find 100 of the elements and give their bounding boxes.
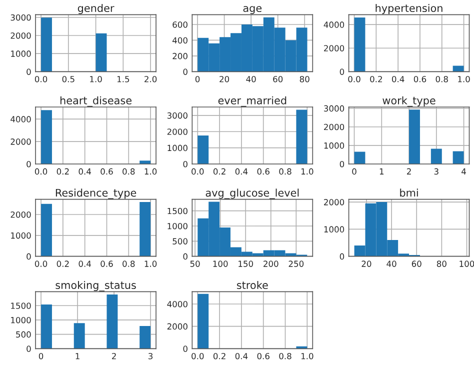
y-tick-label: 0: [183, 253, 188, 260]
x-tick-label: 1.0: [301, 352, 314, 360]
chart-title: bmi: [400, 188, 418, 197]
x-tick-label: 0.8: [122, 260, 135, 267]
x-tick-label: 0.8: [436, 76, 448, 82]
x-tick-label: 0.2: [213, 168, 226, 175]
y-tick-label: 0: [26, 68, 31, 75]
x-tick-label: 0.6: [257, 352, 270, 360]
y-tick-label: 0: [340, 253, 344, 260]
y-tick-label: 2000: [167, 128, 188, 135]
y-tick-label: 1000: [168, 144, 188, 152]
x-tick-label: 60: [412, 260, 422, 267]
x-tick-label: 0.2: [56, 168, 69, 175]
x-tick-label: 1: [76, 353, 80, 360]
chart-title: gender: [78, 4, 114, 14]
x-tick-label: 40: [246, 76, 256, 82]
x-tick-label: 0: [38, 352, 44, 360]
y-tick-label: 0: [340, 68, 344, 75]
x-tick-label: 100: [460, 260, 474, 267]
y-tick-label: 2000: [10, 32, 31, 39]
x-tick-label: 0.0: [34, 260, 48, 267]
x-tick-label: 1.0: [144, 260, 157, 267]
x-tick-label: 0.8: [279, 352, 292, 360]
y-tick-label: 1000: [11, 232, 31, 239]
y-tick-label: 0: [26, 160, 31, 168]
x-tick-label: 1.5: [117, 76, 130, 82]
y-tick-label: 2000: [324, 45, 344, 52]
y-tick-label: 1000: [324, 226, 344, 232]
y-tick-label: 0: [26, 253, 31, 260]
x-tick-label: 0.4: [235, 168, 248, 175]
x-tick-label: 0.6: [414, 76, 426, 82]
y-tick-label: 500: [16, 331, 31, 338]
x-tick-label: 0.6: [257, 168, 270, 175]
x-tick-label: 1: [380, 168, 384, 174]
x-tick-label: 20: [220, 76, 230, 82]
y-tick-label: 400: [172, 37, 188, 44]
x-tick-label: 150: [238, 260, 254, 267]
y-tick-label: 3000: [167, 112, 188, 119]
x-tick-label: 0.2: [370, 76, 382, 82]
y-tick-label: 0: [183, 160, 188, 168]
x-tick-label: 0.2: [56, 260, 69, 267]
x-tick-label: 250: [288, 260, 304, 267]
y-tick-label: 2000: [324, 199, 344, 206]
x-tick-label: 0.4: [392, 76, 404, 82]
y-tick-label: 2000: [10, 138, 31, 145]
x-tick-label: 40: [386, 260, 396, 267]
y-tick-label: 1000: [11, 50, 31, 57]
x-tick-label: 200: [264, 260, 278, 267]
y-tick-label: 0: [183, 346, 188, 352]
y-tick-label: 2000: [167, 323, 188, 330]
y-tick-label: 4000: [167, 300, 188, 308]
x-tick-label: 2: [112, 352, 116, 360]
x-tick-label: 0.4: [78, 168, 91, 175]
y-tick-label: 600: [172, 21, 188, 28]
x-tick-label: 0.2: [213, 352, 226, 360]
y-tick-label: 1000: [168, 222, 188, 230]
x-tick-label: 80: [436, 260, 446, 267]
y-tick-label: 4000: [324, 22, 344, 28]
chart-title: stroke: [236, 280, 268, 290]
x-tick-label: 0.0: [192, 352, 204, 360]
y-tick-label: 0: [26, 346, 31, 352]
x-tick-label: 0.0: [348, 76, 360, 82]
x-tick-label: 0.8: [122, 168, 135, 175]
chart-title: ever_married: [218, 96, 286, 107]
x-tick-label: 2: [406, 168, 411, 174]
x-tick-label: 1.0: [301, 168, 314, 175]
chart-title: age: [243, 6, 262, 14]
x-tick-label: 60: [273, 76, 283, 82]
x-tick-label: 0.0: [34, 76, 48, 82]
y-tick-label: 0: [183, 68, 188, 75]
x-tick-label: 50: [190, 260, 200, 267]
y-tick-label: 1500: [11, 302, 31, 309]
x-tick-label: 2.0: [144, 76, 157, 82]
x-tick-label: 0: [195, 76, 200, 82]
x-tick-label: 1.0: [458, 76, 470, 82]
x-tick-label: 0: [352, 168, 356, 175]
y-tick-label: 2000: [324, 124, 344, 130]
y-tick-label: 1000: [324, 142, 344, 149]
x-tick-label: 0.4: [78, 260, 91, 267]
x-tick-label: 0.0: [34, 168, 48, 175]
y-tick-label: 2000: [10, 211, 31, 218]
x-tick-label: 1.0: [144, 168, 157, 175]
x-tick-label: 4: [462, 168, 466, 174]
y-tick-label: 3000: [10, 14, 31, 21]
x-tick-label: 1.0: [90, 76, 102, 82]
x-tick-label: 100: [213, 260, 228, 267]
x-tick-label: 0.6: [100, 168, 113, 175]
chart-title: avg_glucose_level: [206, 188, 299, 200]
y-tick-label: 0: [340, 160, 344, 168]
y-tick-label: 3000: [324, 105, 344, 112]
x-tick-label: 0.8: [279, 168, 292, 175]
chart-title: hypertension: [376, 4, 442, 14]
chart-title: Residence_type: [56, 188, 136, 200]
chart-title: work_type: [382, 96, 436, 107]
x-tick-label: 0.0: [192, 168, 204, 175]
x-tick-label: 20: [362, 260, 372, 267]
y-tick-label: 500: [172, 238, 188, 244]
x-tick-label: 0.4: [235, 352, 248, 360]
chart-title: smoking_status: [56, 280, 136, 292]
y-tick-label: 4000: [10, 116, 31, 122]
